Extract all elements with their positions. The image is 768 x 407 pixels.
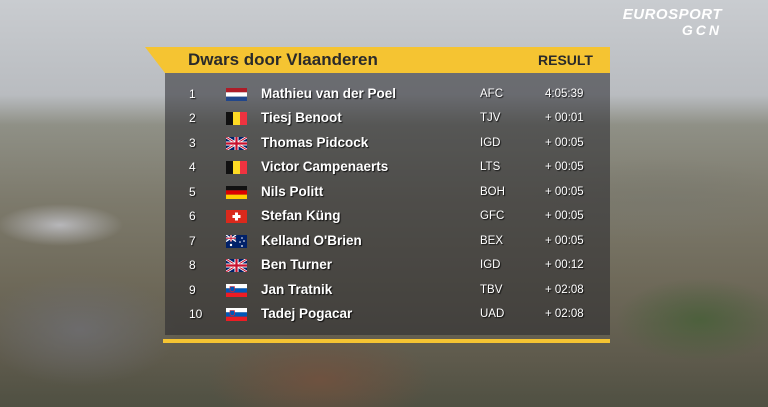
- rank: 8: [189, 258, 196, 273]
- flag: [226, 161, 247, 174]
- finish-time: + 00:12: [545, 259, 584, 272]
- flag: [226, 186, 247, 199]
- rider-name: Stefan Küng: [261, 208, 341, 224]
- flag: [226, 112, 247, 125]
- rider-name: Thomas Pidcock: [261, 134, 369, 150]
- flag: [226, 235, 247, 248]
- flag: [226, 259, 247, 272]
- team-code: BEX: [480, 234, 504, 247]
- rider-name: Nils Politt: [261, 183, 324, 199]
- finish-time: + 00:05: [545, 210, 584, 223]
- result-label: RESULT: [538, 52, 593, 68]
- flag: [226, 88, 247, 101]
- race-title: Dwars door Vlaanderen: [188, 50, 378, 69]
- team-code: IGD: [480, 259, 501, 272]
- rider-name: Mathieu van der Poel: [261, 86, 397, 101]
- team-code: GFC: [480, 210, 505, 223]
- rank: 10: [189, 307, 203, 322]
- rider-name: Ben Turner: [261, 257, 333, 273]
- rank: 5: [189, 184, 196, 199]
- flag: [226, 210, 247, 223]
- rank: 1: [189, 87, 196, 101]
- flag: [226, 137, 247, 150]
- rank: 3: [189, 135, 196, 150]
- finish-time: 4:05:39: [545, 88, 584, 100]
- flag: [226, 284, 247, 297]
- rider-name: Tadej Pogacar: [261, 306, 353, 322]
- team-code: LTS: [480, 161, 501, 174]
- rank: 9: [189, 282, 196, 297]
- rider-name: Kelland O'Brien: [261, 232, 362, 248]
- team-code: TBV: [480, 283, 503, 296]
- team-code: BOH: [480, 185, 505, 198]
- bottom-line: [163, 339, 610, 343]
- team-code: UAD: [480, 308, 505, 321]
- rider-name: Victor Campenaerts: [261, 159, 389, 175]
- team-code: IGD: [480, 136, 501, 149]
- rank: 4: [189, 160, 196, 175]
- logo: EUROSPORT: [622, 6, 722, 23]
- finish-time: + 02:08: [545, 283, 584, 296]
- rider-name: Jan Tratnik: [261, 281, 333, 297]
- rank: 7: [189, 233, 196, 248]
- rank: 2: [189, 111, 196, 126]
- finish-time: + 02:08: [545, 308, 584, 321]
- finish-time: + 00:05: [545, 161, 584, 174]
- team-code: AFC: [480, 88, 503, 100]
- team-code: TJV: [480, 112, 501, 125]
- finish-time: + 00:05: [545, 136, 584, 149]
- header-bar: [145, 47, 610, 73]
- finish-time: + 00:05: [545, 234, 584, 247]
- logo: GCN: [681, 22, 722, 38]
- rank: 6: [189, 209, 196, 224]
- finish-time: + 00:01: [545, 112, 584, 125]
- flag: [226, 308, 247, 321]
- finish-time: + 00:05: [545, 185, 584, 198]
- rider-name: Tiesj Benoot: [261, 110, 342, 126]
